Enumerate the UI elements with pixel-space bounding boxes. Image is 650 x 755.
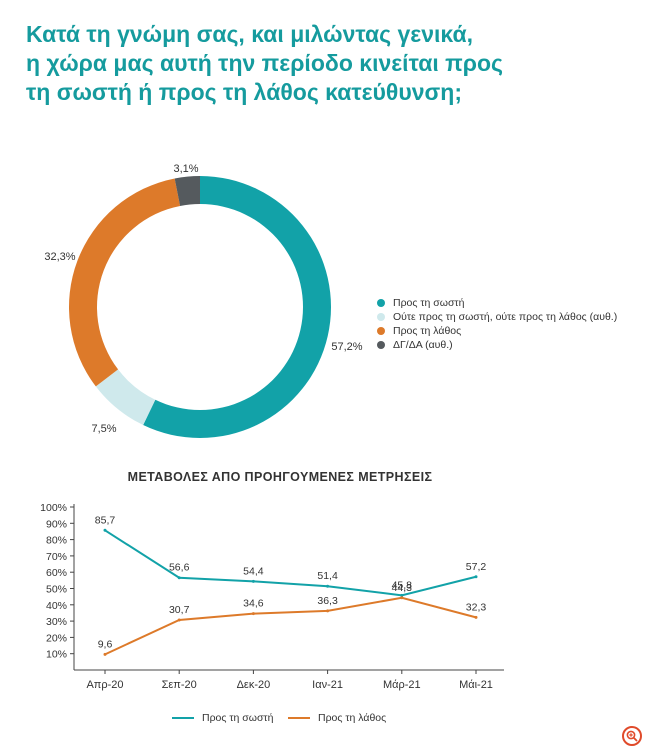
data-label: 36,3: [317, 595, 338, 607]
donut-slice-dk: [174, 176, 200, 206]
y-tick-label: 70%: [46, 551, 67, 563]
y-tick-label: 100%: [40, 502, 67, 514]
title-line-1: Κατά τη γνώμη σας, και μιλώντας γενικά,: [26, 21, 473, 47]
title-line-3: τη σωστή ή προς τη λάθος κατεύθυνση;: [26, 79, 462, 105]
y-tick-label: 80%: [46, 535, 67, 547]
data-point: [103, 528, 107, 532]
zoom-in-button[interactable]: [622, 726, 642, 746]
legend-dot-neither: [377, 313, 385, 321]
legend-dot-wrong: [377, 327, 385, 335]
x-tick-label: Μάρ-21: [383, 679, 421, 691]
line-chart-title: ΜΕΤΑΒΟΛΕΣ ΑΠΟ ΠΡΟΗΓΟΥΜΕΝΕΣ ΜΕΤΡΗΣΕΙΣ: [127, 470, 433, 484]
line-legend-swatch-right: [172, 717, 194, 719]
title-line-2: η χώρα μας αυτή την περίοδο κινείται προ…: [26, 50, 503, 76]
legend-item-neither: Ούτε προς τη σωστή, ούτε προς τη λάθος (…: [377, 310, 617, 324]
donut-label-right: 57,2%: [331, 341, 362, 353]
data-label: 56,6: [169, 562, 190, 574]
data-label: 9,6: [98, 638, 113, 650]
data-point: [326, 609, 330, 613]
data-label: 51,4: [317, 570, 338, 582]
data-label: 85,7: [95, 514, 116, 526]
x-tick-label: Δεκ-20: [237, 679, 271, 691]
data-point: [103, 652, 107, 656]
x-tick-label: Σεπ-20: [162, 679, 197, 691]
donut-label-dk: 3,1%: [173, 163, 198, 175]
data-label: 32,3: [466, 601, 487, 613]
line-legend-item-wrong: Προς τη λάθος: [288, 712, 386, 724]
data-label: 54,4: [243, 565, 264, 577]
series-line-wrong: [104, 596, 477, 656]
donut-slice-neither: [95, 369, 156, 426]
data-point: [251, 612, 255, 616]
legend-item-right: Προς τη σωστή: [377, 296, 617, 310]
data-point: [326, 584, 330, 588]
data-point: [177, 618, 181, 622]
chart-title: Κατά τη γνώμη σας, και μιλώντας γενικά, …: [26, 20, 586, 107]
line-legend-swatch-wrong: [288, 717, 310, 719]
data-label: 30,7: [169, 604, 190, 616]
donut-slice-wrong: [69, 178, 181, 387]
data-point: [474, 615, 478, 619]
line-legend-item-right: Προς τη σωστή: [172, 712, 273, 724]
x-tick-label: Μάι-21: [459, 679, 493, 691]
data-point: [400, 596, 404, 600]
y-tick-label: 60%: [46, 567, 67, 579]
legend-label-wrong: Προς τη λάθος: [393, 325, 462, 337]
legend-label-right: Προς τη σωστή: [393, 297, 465, 309]
legend-item-dk: ΔΓ/ΔΑ (αυθ.): [377, 338, 617, 352]
data-label: 34,6: [243, 598, 264, 610]
donut-chart: 57,2% 7,5% 32,3% 3,1%: [44, 163, 363, 438]
legend-label-neither: Ούτε προς τη σωστή, ούτε προς τη λάθος (…: [393, 311, 618, 323]
series-line-right: [104, 529, 477, 597]
x-tick-label: Ιαν-21: [312, 679, 343, 691]
line-chart: 10% 20% 30% 40% 50% 60% 70% 80% 90% 100% Απρ-20 Σεπ…: [40, 502, 504, 691]
donut-legend: Προς τη σωστή Ούτε προς τη σωστή, ούτε π…: [377, 296, 617, 352]
data-label: 44,3: [392, 582, 413, 594]
donut-label-neither: 7,5%: [91, 423, 116, 435]
data-label: 57,2: [466, 561, 487, 573]
line-legend-label-right: Προς τη σωστή: [202, 712, 274, 724]
line-legend-label-wrong: Προς τη λάθος: [318, 712, 387, 724]
data-point: [251, 579, 255, 583]
legend-item-wrong: Προς τη λάθος: [377, 324, 617, 338]
data-point: [400, 593, 404, 597]
legend-label-dk: ΔΓ/ΔΑ (αυθ.): [393, 339, 453, 351]
donut-slice-right: [143, 176, 332, 438]
x-tick-label: Απρ-20: [86, 679, 123, 691]
donut-label-wrong: 32,3%: [44, 251, 75, 263]
y-tick-label: 10%: [46, 649, 67, 661]
zoom-in-icon: [626, 730, 638, 742]
y-tick-label: 30%: [46, 616, 67, 628]
y-tick-label: 90%: [46, 518, 67, 530]
y-tick-label: 50%: [46, 584, 67, 596]
data-point: [474, 575, 478, 579]
legend-dot-right: [377, 299, 385, 307]
legend-dot-dk: [377, 341, 385, 349]
data-label: 45,8: [392, 579, 413, 591]
y-tick-label: 20%: [46, 632, 67, 644]
y-tick-label: 40%: [46, 600, 67, 612]
data-point: [177, 576, 181, 580]
